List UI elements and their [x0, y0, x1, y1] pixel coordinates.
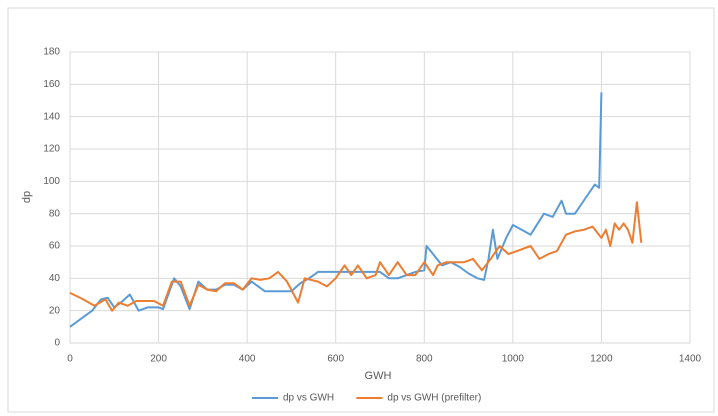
- y-tick-label: 120: [43, 144, 60, 155]
- x-tick-label: 0: [67, 354, 73, 365]
- y-tick-label: 140: [43, 111, 60, 122]
- y-tick-label: 40: [49, 273, 61, 284]
- x-axis-title: GWH: [365, 370, 392, 382]
- legend-label: dp vs GWH: [283, 393, 334, 404]
- y-tick-label: 80: [49, 208, 61, 219]
- x-tick-label: 200: [150, 354, 167, 365]
- x-tick-label: 400: [239, 354, 256, 365]
- x-tick-label: 1000: [502, 354, 525, 365]
- y-tick-label: 0: [54, 338, 60, 349]
- legend-label: dp vs GWH (prefilter): [387, 393, 481, 404]
- y-tick-label: 100: [43, 176, 60, 187]
- x-tick-label: 1200: [590, 354, 613, 365]
- x-tick-label: 800: [416, 354, 433, 365]
- x-tick-label: 1400: [679, 354, 702, 365]
- y-tick-label: 20: [49, 305, 61, 316]
- y-tick-label: 180: [43, 47, 60, 58]
- series-line: [69, 201, 643, 312]
- x-tick-label: 600: [327, 354, 344, 365]
- y-axis-title: dp: [21, 191, 33, 203]
- y-tick-label: 160: [43, 79, 60, 90]
- y-tick-label: 60: [49, 241, 61, 252]
- chart-frame: [7, 7, 715, 413]
